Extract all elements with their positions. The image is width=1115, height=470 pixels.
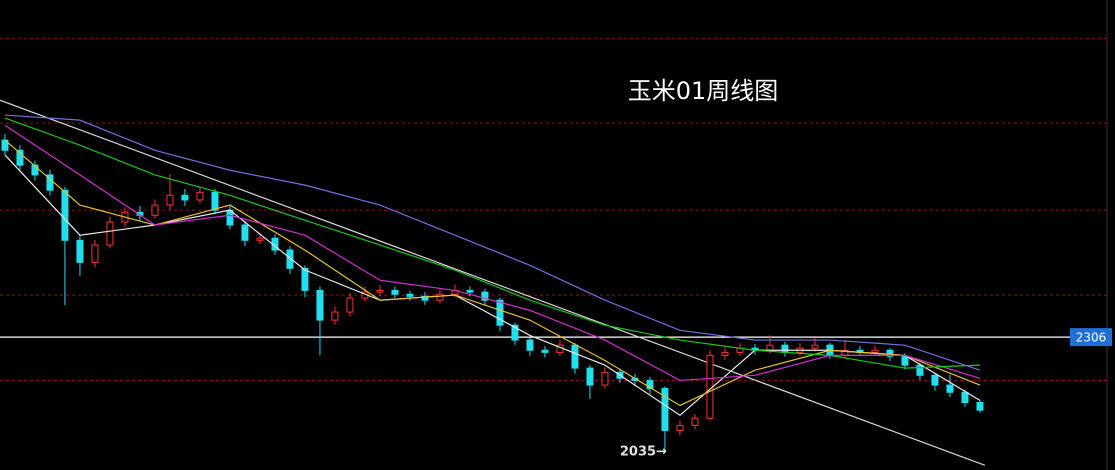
candle-body xyxy=(646,379,654,389)
candle-body xyxy=(241,224,249,241)
candle-body xyxy=(301,267,309,291)
candle-body xyxy=(496,299,504,326)
candle-body xyxy=(961,391,969,403)
candle-body xyxy=(511,324,519,341)
candle-body xyxy=(601,371,609,386)
candle-body xyxy=(811,344,819,349)
candle-body xyxy=(526,339,534,351)
candle-body xyxy=(916,364,924,376)
candle-body xyxy=(931,374,939,386)
candle-body xyxy=(886,349,894,357)
candle-body xyxy=(481,291,489,301)
moving-average-line xyxy=(4,117,980,369)
candle-body xyxy=(376,289,384,293)
candle-body xyxy=(586,367,594,386)
candle-body xyxy=(346,297,354,313)
moving-average-line xyxy=(4,139,981,407)
chart-title: 玉米01周线图 xyxy=(628,77,779,105)
candle-body xyxy=(721,351,729,356)
moving-average-line xyxy=(4,124,981,382)
moving-average-line xyxy=(4,154,981,416)
candle-body xyxy=(766,344,774,351)
moving-average-line xyxy=(4,114,981,371)
candle-body xyxy=(181,194,189,201)
candle-body xyxy=(691,417,699,426)
candle-body xyxy=(286,249,294,269)
candle-body xyxy=(436,293,444,301)
low-annotation: 2035→ xyxy=(620,445,667,460)
candle-body xyxy=(211,191,219,211)
candle-body xyxy=(16,149,24,166)
candle-body xyxy=(661,387,669,432)
candle-body xyxy=(196,191,204,201)
price-label: 2306 xyxy=(1076,331,1107,345)
candle-body xyxy=(316,289,324,321)
candle-body xyxy=(676,424,684,432)
candle-body xyxy=(571,344,579,369)
candle-body xyxy=(151,204,159,216)
candle-body xyxy=(781,344,789,353)
candle-body xyxy=(901,355,909,366)
candle-body xyxy=(166,194,174,206)
candle-body xyxy=(871,349,879,353)
price-label-box xyxy=(1070,328,1112,347)
candle-body xyxy=(46,174,54,191)
candle-body xyxy=(61,189,69,241)
candle-body xyxy=(106,221,114,246)
candle-body xyxy=(466,289,474,293)
candle-body xyxy=(946,384,954,393)
candle-body xyxy=(331,311,339,321)
trend-line xyxy=(0,99,986,466)
candle-body xyxy=(91,244,99,263)
candle-body xyxy=(541,349,549,353)
candle-body xyxy=(976,401,984,411)
candle-body xyxy=(406,293,414,297)
candle-body xyxy=(76,239,84,263)
candle-body xyxy=(421,295,429,301)
candle-body xyxy=(256,237,264,241)
candle-body xyxy=(31,164,39,176)
candle-body xyxy=(391,289,399,295)
